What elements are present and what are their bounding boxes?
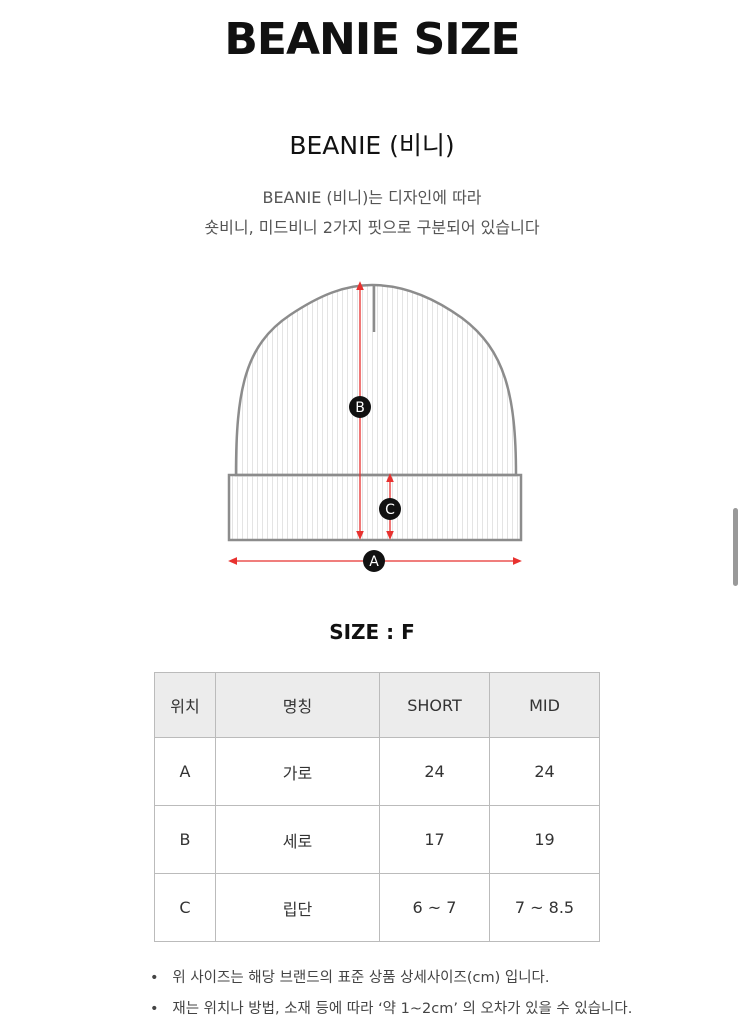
page-title: BEANIE SIZE	[224, 14, 520, 65]
note-text: 위 사이즈는 해당 브랜드의 표준 상품 상세사이즈(cm) 입니다.	[172, 970, 550, 986]
scrollbar[interactable]	[733, 508, 738, 586]
cell: 가로	[215, 737, 380, 806]
size-label: SIZE : F	[329, 620, 415, 644]
description-line-1: BEANIE (비니)는 디자인에 따라	[262, 188, 482, 207]
cell: 립단	[215, 873, 380, 942]
header-position: 위치	[154, 672, 216, 738]
beanie-diagram: B C A	[227, 281, 523, 572]
cell: 세로	[215, 805, 380, 874]
note-2: • 재는 위치나 방법, 소재 등에 따라 ‘약 1~2cm’ 의 오차가 있을…	[150, 1001, 633, 1017]
beanie-cuff	[227, 473, 523, 542]
cell: 24	[489, 737, 600, 806]
header-name: 명칭	[215, 672, 380, 738]
cell: A	[154, 737, 216, 806]
header-short: SHORT	[379, 672, 490, 738]
note-text: 재는 위치나 방법, 소재 등에 따라 ‘약 1~2cm’ 의 오차가 있을 수…	[172, 1001, 633, 1017]
svg-text:B: B	[355, 400, 365, 416]
table-row: B 세로 17 19	[154, 805, 600, 874]
description-line-2: 숏비니, 미드비니 2가지 핏으로 구분되어 있습니다	[204, 218, 540, 237]
header-mid: MID	[489, 672, 600, 738]
note-1: • 위 사이즈는 해당 브랜드의 표준 상품 상세사이즈(cm) 입니다.	[150, 970, 550, 986]
svg-text:A: A	[369, 554, 379, 570]
table-header: 위치 명칭 SHORT MID	[154, 672, 600, 738]
label-b: B	[349, 396, 371, 418]
label-c: C	[379, 498, 401, 520]
beanie-crown	[234, 283, 518, 477]
size-table: 위치 명칭 SHORT MID A 가로 24 24 B 세로 17 19 C 립단 6 ~ 7…	[154, 672, 600, 942]
cell: 24	[379, 737, 490, 806]
cell: B	[154, 805, 216, 874]
cell: 19	[489, 805, 600, 874]
cell: 7 ~ 8.5	[489, 873, 600, 942]
label-a: A	[363, 550, 385, 572]
svg-text:C: C	[385, 502, 395, 518]
section-title: BEANIE (비니)	[289, 131, 455, 160]
cell: 6 ~ 7	[379, 873, 490, 942]
cell: C	[154, 873, 216, 942]
cell: 17	[379, 805, 490, 874]
table-row: A 가로 24 24	[154, 737, 600, 806]
